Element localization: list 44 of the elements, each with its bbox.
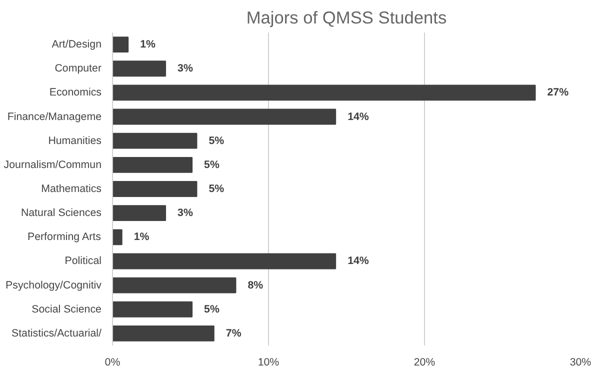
x-tick-label: 20%: [414, 356, 436, 368]
y-tick-label: Political: [64, 255, 102, 268]
x-tick-label: 10%: [258, 356, 280, 368]
y-tick-label: Art/Design: [52, 38, 102, 51]
bar: [112, 229, 122, 246]
y-tick-label: Mathematics: [41, 183, 102, 195]
data-label: 5%: [204, 158, 220, 171]
data-label: 7%: [226, 327, 242, 340]
data-label: 14%: [348, 110, 370, 123]
data-label: 1%: [140, 38, 156, 51]
y-tick-label: Economics: [49, 86, 102, 99]
y-tick-label: Performing Arts: [27, 231, 101, 244]
x-tick-label: 30%: [570, 356, 592, 368]
data-label: 5%: [208, 134, 225, 147]
data-label: 27%: [547, 86, 570, 99]
y-tick-label: Social Science: [32, 303, 102, 316]
bar: [112, 84, 536, 101]
data-label: 5%: [208, 183, 225, 195]
bar: [112, 60, 166, 77]
data-label: 14%: [348, 255, 370, 268]
bar: [112, 36, 129, 52]
bar: [112, 108, 336, 125]
y-tick-label: Psychology/Cognitiv: [6, 279, 102, 292]
bar: [112, 301, 193, 318]
data-label: 3%: [178, 62, 194, 75]
y-tick-label: Journalism/Commun: [4, 158, 102, 171]
bar: [112, 253, 336, 270]
x-tick-label: 0%: [104, 356, 121, 368]
bar: [112, 205, 166, 222]
bar: [112, 326, 214, 342]
y-tick-label: Computer: [54, 62, 102, 75]
bar: [112, 132, 198, 149]
data-label: 5%: [204, 303, 220, 316]
bar: [112, 277, 236, 294]
y-tick-label: Statistics/Actuarial/: [11, 327, 102, 340]
data-label: 3%: [178, 207, 194, 220]
y-tick-label: Finance/Manageme: [7, 110, 102, 123]
data-label: 8%: [248, 279, 264, 292]
bar: [112, 156, 193, 173]
y-tick-label: Natural Sciences: [20, 207, 102, 220]
data-label: 1%: [134, 231, 150, 244]
y-tick-label: Humanities: [48, 134, 102, 147]
bar: [112, 181, 198, 197]
chart-title: Majors of QMSS Students: [246, 8, 447, 28]
